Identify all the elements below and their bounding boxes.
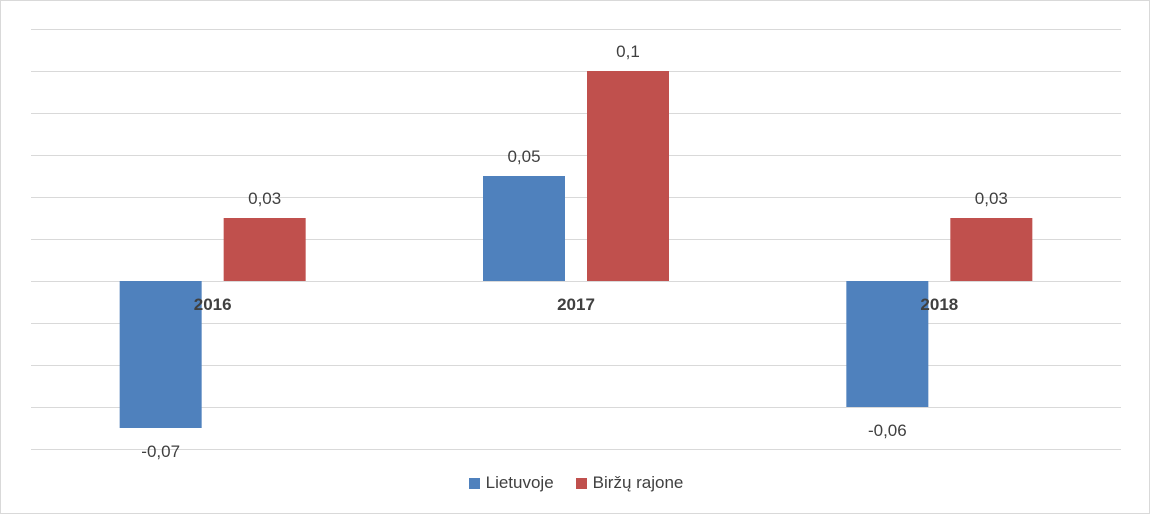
bar-birzu-rajone-2018 <box>950 218 1033 281</box>
gridlines <box>31 29 1121 450</box>
category-label-2016: 2016 <box>194 295 232 314</box>
data-label-birzu-rajone-2018: 0,03 <box>975 189 1008 208</box>
bar-lietuvoje-2016 <box>119 281 202 428</box>
legend-swatch-birzu-rajone <box>575 477 587 489</box>
bar-lietuvoje-2018 <box>846 281 929 407</box>
legend-label-lietuvoje: Lietuvoje <box>485 473 554 492</box>
category-label-2018: 2018 <box>920 295 958 314</box>
legend-item-lietuvoje: Lietuvoje <box>468 473 554 493</box>
data-labels: -0,07 0,03 0,05 0,1 -0,06 0,03 <box>141 42 1008 461</box>
legend: Lietuvoje Biržų rajone <box>1 473 1150 493</box>
legend-item-birzu-rajone: Biržų rajone <box>575 473 684 493</box>
data-label-birzu-rajone-2017: 0,1 <box>616 42 640 61</box>
data-label-birzu-rajone-2016: 0,03 <box>248 189 281 208</box>
data-label-lietuvoje-2016: -0,07 <box>141 442 180 461</box>
bar-birzu-rajone-2016 <box>223 218 306 281</box>
legend-swatch-lietuvoje <box>468 477 480 489</box>
bars <box>119 71 1033 428</box>
data-label-lietuvoje-2018: -0,06 <box>868 421 907 440</box>
bar-lietuvoje-2017 <box>483 176 565 281</box>
category-labels: 2016 2017 2018 <box>194 295 958 314</box>
data-label-lietuvoje-2017: 0,05 <box>507 147 540 166</box>
bar-birzu-rajone-2017 <box>587 71 669 281</box>
category-label-2017: 2017 <box>557 295 595 314</box>
legend-label-birzu-rajone: Biržų rajone <box>592 473 684 492</box>
